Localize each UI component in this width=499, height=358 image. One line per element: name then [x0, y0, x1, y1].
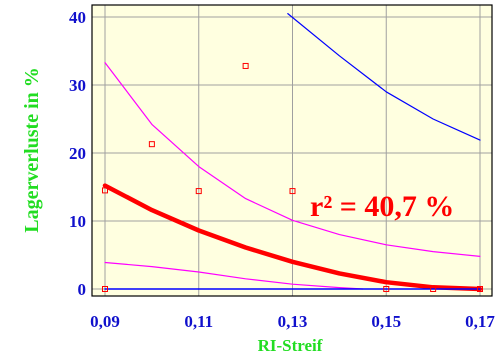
y-tick-label: 40 [69, 8, 86, 27]
confidence-upper-curve [104, 62, 481, 257]
y-tick-label: 10 [69, 212, 86, 231]
plot-frame [91, 4, 493, 297]
x-tick-label: 0,11 [184, 312, 213, 331]
data-point [148, 141, 155, 148]
data-point [242, 62, 249, 69]
fit-curve [102, 183, 483, 292]
data-point [102, 286, 108, 292]
data-point [430, 286, 437, 292]
y-tick-label: 0 [78, 280, 87, 299]
x-axis-title: RI-Streif [258, 336, 323, 355]
data-point [102, 187, 108, 194]
confidence-lower-curve [104, 261, 364, 290]
prediction-upper-curve [287, 13, 481, 141]
x-tick-label: 0,13 [278, 312, 308, 331]
y-axis-title: Lagerverluste in % [21, 67, 43, 233]
data-point [383, 286, 390, 292]
data-point [195, 188, 202, 195]
y-tick-label: 30 [69, 76, 86, 95]
data-points [102, 62, 483, 292]
x-tick-labels: 0,09 0,11 0,13 0,15 0,17 [90, 312, 495, 331]
data-point [477, 286, 483, 292]
data-point [289, 188, 296, 195]
x-tick-label: 0,09 [90, 312, 120, 331]
y-tick-label: 20 [69, 144, 86, 163]
x-tick-label: 0,15 [371, 312, 401, 331]
y-tick-labels: 0 10 20 30 40 [69, 8, 86, 299]
curves [102, 13, 483, 292]
r-squared-annotation: r² = 40,7 % [310, 190, 454, 223]
x-tick-label: 0,17 [465, 312, 495, 331]
